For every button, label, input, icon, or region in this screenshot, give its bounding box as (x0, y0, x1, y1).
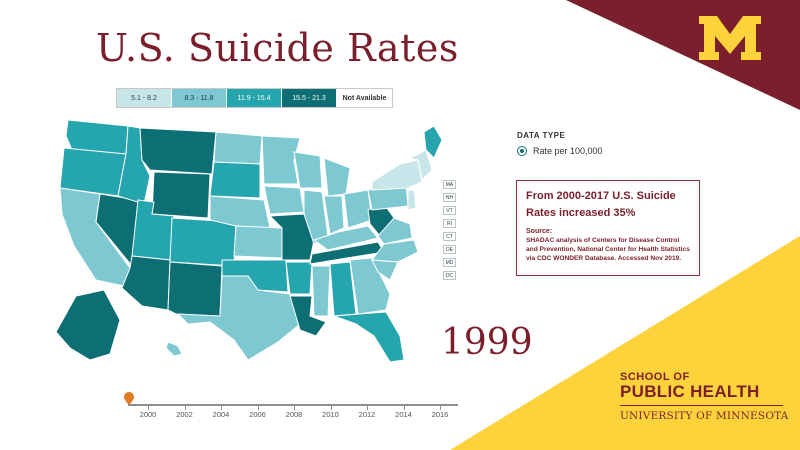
state-ga (349, 257, 391, 315)
state-ne-region (408, 149, 433, 182)
legend-item-1[interactable]: 5.1 - 8.2 (117, 89, 172, 107)
timeline-label[interactable]: 2000 (139, 410, 157, 419)
small-state-ct[interactable]: CT (443, 232, 456, 241)
state-sd (209, 161, 261, 199)
state-va (377, 217, 413, 245)
timeline-label[interactable]: 2002 (176, 410, 193, 419)
maroon-corner-triangle (566, 0, 800, 110)
state-ms (311, 265, 331, 317)
state-sc (371, 259, 399, 281)
timeline-tick (184, 406, 186, 410)
state-oh (343, 189, 373, 229)
small-state-ri[interactable]: RI (443, 219, 456, 228)
timeline-tick (330, 406, 332, 410)
timeline-label[interactable]: 2006 (249, 410, 266, 419)
state-ks (233, 225, 283, 259)
brand-line1: SCHOOL OF (620, 371, 690, 383)
brand-line3: UNIVERSITY OF MINNESOTA (620, 410, 789, 422)
state-wi (293, 151, 323, 189)
timeline-handle-icon[interactable] (124, 392, 134, 408)
state-wy (151, 171, 211, 219)
source-label: Source: (526, 228, 553, 235)
state-nm (167, 261, 223, 317)
timeline-tick (148, 406, 149, 410)
state-in (323, 195, 345, 235)
map-states (55, 119, 443, 363)
legend-item-not-available[interactable]: Not Available (337, 89, 392, 107)
page-title: U.S. Suicide Rates (96, 26, 459, 70)
info-headline: From 2000-2017 U.S. Suicide Rates increa… (526, 190, 676, 219)
timeline-label[interactable]: 2010 (322, 410, 339, 419)
small-state-nh[interactable]: NH (443, 193, 456, 202)
state-fl (333, 311, 405, 363)
state-hi (165, 341, 183, 357)
state-nj (407, 189, 417, 211)
us-map (55, 119, 443, 363)
state-ny (371, 159, 423, 191)
timeline-tick (367, 406, 368, 410)
timeline-track[interactable] (128, 404, 458, 406)
radio-selected-icon[interactable] (517, 146, 527, 156)
state-ky (312, 225, 379, 251)
state-tx (176, 275, 301, 361)
state-me (423, 125, 443, 159)
brand-line2: PUBLIC HEALTH (620, 382, 760, 401)
state-ia (263, 185, 305, 215)
timeline-tick (440, 406, 441, 410)
gold-corner-triangle (450, 236, 800, 450)
state-mn (261, 135, 301, 185)
state-az (121, 255, 171, 311)
timeline-tick (257, 406, 259, 410)
brand-divider (620, 405, 783, 406)
timeline-tick (294, 406, 295, 410)
legend-item-3[interactable]: 11.9 - 15.4 (227, 89, 282, 107)
state-la (289, 295, 327, 337)
school-brand: SCHOOL OF PUBLIC HEALTH UNIVERSITY OF MI… (620, 371, 789, 422)
timeline-tick (403, 406, 405, 410)
current-year: 1999 (441, 322, 533, 363)
timeline-tick (221, 406, 222, 410)
source-text: SHADAC analysis of Centers for Disease C… (526, 237, 690, 262)
small-state-ma[interactable]: MA (443, 180, 456, 189)
timeline-label[interactable]: 2014 (395, 410, 412, 419)
timeline-label[interactable]: 2016 (431, 410, 449, 419)
legend-item-2[interactable]: 8.3 - 11.8 (172, 89, 227, 107)
year-timeline[interactable]: 2000 2002 2004 2006 2008 2010 2012 2014 2016 (124, 392, 458, 422)
state-nd (213, 131, 263, 165)
data-type-option[interactable]: Rate per 100,000 (517, 146, 603, 156)
data-type-heading: DATA TYPE (517, 131, 566, 140)
small-state-dc[interactable]: DC (443, 271, 456, 280)
small-state-md[interactable]: MD (443, 258, 456, 267)
info-box: From 2000-2017 U.S. Suicide Rates increa… (516, 180, 700, 276)
state-mt (139, 127, 217, 175)
state-or (59, 147, 127, 197)
small-states-list: MA NH VT RI CT DE MD DC (443, 180, 456, 284)
timeline-label[interactable]: 2012 (358, 410, 376, 419)
university-m-logo-icon (699, 16, 761, 60)
small-state-de[interactable]: DE (443, 245, 456, 254)
state-ar (285, 261, 313, 295)
state-ak (55, 289, 121, 361)
small-state-vt[interactable]: VT (443, 206, 456, 215)
timeline-label[interactable]: 2008 (285, 410, 303, 419)
timeline-label[interactable]: 2004 (212, 410, 230, 419)
data-type-option-label: Rate per 100,000 (533, 146, 603, 156)
rate-legend: 5.1 - 8.2 8.3 - 11.8 11.9 - 15.4 15.5 - … (116, 88, 393, 108)
state-co (169, 217, 237, 267)
legend-item-4[interactable]: 15.5 - 21.3 (282, 89, 337, 107)
state-nc (371, 239, 419, 263)
state-mi (323, 157, 351, 197)
